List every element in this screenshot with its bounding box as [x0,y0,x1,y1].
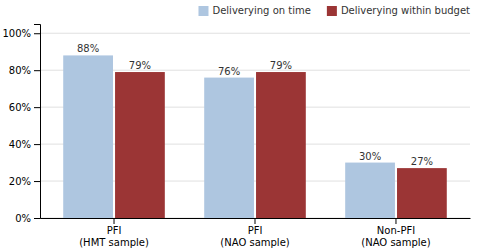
tick-label-line: PFI [107,225,122,236]
bar [256,72,306,218]
tick-label-line: Non-PFI [377,225,415,236]
tick-mark [114,218,115,224]
data-label: 30% [359,151,381,162]
tick-label-line: (NAO sample) [220,237,289,248]
tick-label-line: PFI [248,225,263,236]
tick-mark [34,144,40,145]
chart-svg: 88%76%30%79%79%27%0%20%40%60%80%100%PFI(… [0,0,480,252]
tick-label-line: (NAO sample) [361,237,430,248]
tick-mark [34,218,40,219]
legend-item: Deliverying on time [198,5,310,16]
axis-line [34,25,41,219]
tick-mark [255,218,256,224]
tick-label: 20% [9,176,31,187]
tick-label: Non-PFI(NAO sample) [361,225,430,248]
data-label: 79% [270,60,292,71]
bar [204,78,254,218]
data-label: 88% [77,43,99,54]
tick: 20% [9,176,40,187]
x-axis: PFI(HMT sample)PFI(NAO sample)Non-PFI(NA… [41,218,471,248]
grid-line [40,33,470,34]
legend: Deliverying on time Deliverying within bu… [198,5,470,16]
data-label: 76% [218,66,240,77]
tick: PFI(NAO sample) [220,218,289,248]
grid [40,33,470,218]
bar [397,168,447,218]
data-label: 27% [411,156,433,167]
tick-mark [395,218,396,224]
tick: Non-PFI(NAO sample) [361,218,430,248]
bar-series [115,72,447,218]
legend-label: Deliverying within budget [341,5,470,16]
legend-item: Deliverying within budget [327,5,470,16]
tick: 80% [9,65,40,76]
tick: 100% [2,28,40,39]
tick-label: 0% [15,213,31,224]
legend-swatch [198,6,208,16]
tick-label: PFI(HMT sample) [79,225,149,248]
plot: 88%76%30%79%79%27%0%20%40%60%80%100%PFI(… [2,25,470,248]
legend-label: Deliverying on time [212,5,310,16]
bar [63,55,113,218]
tick-label: 60% [9,102,31,113]
bar [345,163,395,218]
bar [115,72,165,218]
data-labels: 88% 76% 30% 79% 79% 27% [77,43,433,167]
tick-label: 80% [9,65,31,76]
tick-mark [34,33,40,34]
chart-container: 88%76%30%79%79%27%0%20%40%60%80%100%PFI(… [0,0,480,252]
tick: 40% [9,139,40,150]
tick-mark [34,70,40,71]
y-axis: 0% 20% 40% 60% 80% 100% [2,25,40,224]
tick-label: 100% [2,28,31,39]
tick-mark [34,181,40,182]
tick: PFI(HMT sample) [79,218,149,248]
data-label: 79% [129,60,151,71]
tick: 60% [9,102,40,113]
bar-series [63,55,395,218]
bars [63,55,447,218]
tick-label-line: (HMT sample) [79,237,149,248]
tick-mark [34,107,40,108]
tick-label: PFI(NAO sample) [220,225,289,248]
tick: 0% [15,213,40,224]
legend-swatch [327,6,337,16]
tick-label: 40% [9,139,31,150]
